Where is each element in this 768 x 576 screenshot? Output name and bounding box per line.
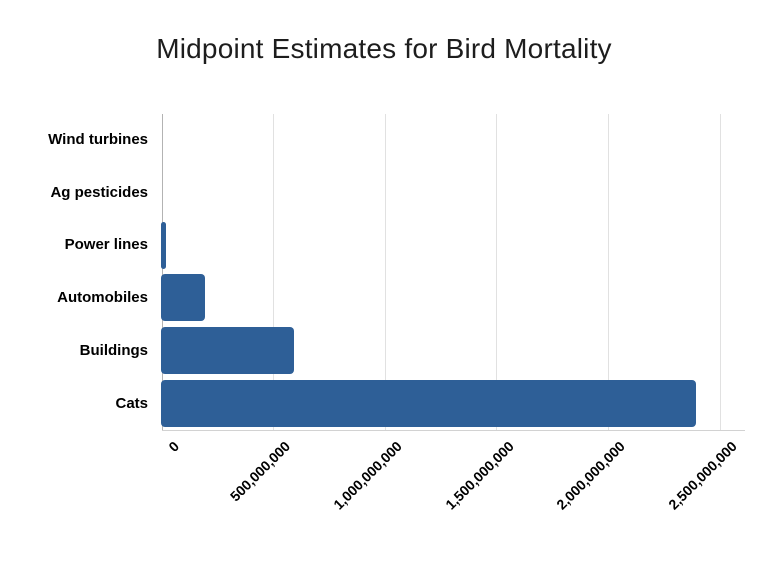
category-label: Automobiles xyxy=(57,289,148,307)
chart-title: Midpoint Estimates for Bird Mortality xyxy=(156,33,612,64)
x-tick-label: 2,500,000,000 xyxy=(665,438,740,513)
bar xyxy=(160,379,697,427)
x-tick-label: 2,000,000,000 xyxy=(553,438,629,513)
bar xyxy=(160,327,295,375)
x-tick-label: 500,000,000 xyxy=(227,438,294,505)
gridline xyxy=(607,114,609,430)
x-tick-label: 1,500,000,000 xyxy=(442,438,517,513)
gridline xyxy=(273,114,275,430)
category-label: Power lines xyxy=(64,236,148,254)
bar xyxy=(160,221,167,269)
x-tick-label: 1,000,000,000 xyxy=(330,438,406,513)
y-axis-line xyxy=(161,114,163,430)
category-label: Cats xyxy=(115,394,148,412)
gridline xyxy=(496,114,498,430)
category-label: Wind turbines xyxy=(48,130,148,148)
bar xyxy=(160,274,206,322)
gridline xyxy=(719,114,721,430)
x-axis-baseline xyxy=(161,430,745,431)
category-label: Buildings xyxy=(79,342,148,360)
category-label: Ag pesticides xyxy=(50,183,148,201)
gridline xyxy=(384,114,386,430)
x-tick-label: 0 xyxy=(164,438,182,455)
